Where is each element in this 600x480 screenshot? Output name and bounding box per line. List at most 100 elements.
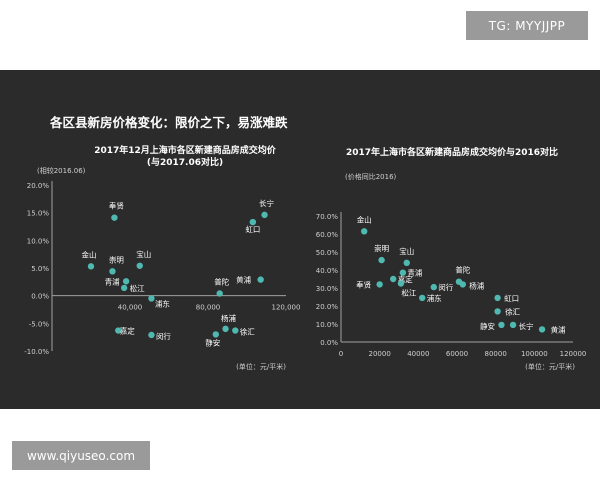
chart1-point bbox=[87, 263, 95, 270]
chart2-point-label: 崇明 bbox=[374, 244, 389, 253]
charts-canvas: 2017年12月上海市各区新建商品房成交均价(与2017.06对比) (相较201… bbox=[24, 144, 587, 371]
chart1-y-tick-label: 0.0% bbox=[31, 293, 49, 301]
chart2-point-label: 松江 bbox=[401, 288, 416, 298]
chart1-point bbox=[232, 327, 239, 334]
chart1-unit-note: (单位：元/平米) bbox=[236, 362, 286, 371]
slide-title: 各区县新房价格变化：限价之下，易涨难跌 bbox=[50, 115, 288, 130]
chart1-point bbox=[216, 290, 223, 297]
chart2-point bbox=[390, 275, 397, 283]
chart2-point-label: 闵行 bbox=[438, 282, 453, 292]
chart2-title: 2017年上海市各区新建商品房成交均价与2016对比 bbox=[346, 146, 558, 158]
chart1-title: 2017年12月上海市各区新建商品房成交均价 bbox=[94, 144, 277, 156]
chart2-x-tick-label: 80000 bbox=[485, 350, 507, 358]
chart2-point-label: 黄浦 bbox=[551, 324, 566, 334]
chart1-point-label: 闵行 bbox=[156, 331, 171, 341]
chart1-point-label: 浦东 bbox=[155, 298, 170, 308]
chart2-point bbox=[498, 321, 505, 329]
chart1-point-label: 金山 bbox=[82, 249, 97, 259]
chart1-point bbox=[122, 278, 130, 285]
chart2-x-tick-label: 0 bbox=[339, 350, 343, 358]
chart1-point-label: 青浦 bbox=[105, 276, 120, 286]
chart2-x-tick-label: 100000 bbox=[521, 350, 548, 358]
chart2-point bbox=[378, 256, 385, 264]
chart1-point-label: 静安 bbox=[205, 337, 220, 347]
chart1-x-tick-label: 80,000 bbox=[196, 304, 221, 312]
chart1-point-label: 松江 bbox=[130, 283, 145, 293]
chart2-point bbox=[459, 281, 466, 288]
chart2-x-tick-label: 120000 bbox=[560, 350, 587, 358]
chart2-point-label: 浦东 bbox=[427, 293, 442, 303]
chart1-point-label: 宝山 bbox=[136, 249, 151, 259]
chart1-x-tick-label: 40,000 bbox=[118, 304, 143, 312]
chart1-point bbox=[261, 211, 268, 219]
chart2-point-label: 金山 bbox=[357, 214, 372, 224]
chart1-point-label: 长宁 bbox=[259, 198, 274, 208]
chart2-point-label: 虹口 bbox=[504, 294, 519, 303]
chart1-point bbox=[148, 331, 155, 339]
chart1-point bbox=[115, 327, 122, 334]
chart2-unit-note: (单位：元/平米) bbox=[525, 362, 575, 371]
chart1-point-label: 虹口 bbox=[245, 225, 260, 234]
chart1-point-label: 崇明 bbox=[109, 255, 124, 264]
chart1-y-tick-label: 10.0% bbox=[27, 237, 50, 245]
chart1-point-label: 嘉定 bbox=[120, 326, 135, 336]
chart2-x-tick-label: 40000 bbox=[407, 350, 429, 358]
chart1-point bbox=[212, 331, 219, 338]
chart1-y-tick-label: -5.0% bbox=[29, 320, 50, 328]
chart1-point bbox=[111, 214, 118, 221]
chart2-point-label: 静安 bbox=[480, 321, 495, 331]
chart2-point-label: 嘉定 bbox=[398, 274, 413, 284]
chart2-point-label: 杨浦 bbox=[469, 280, 484, 290]
chart2-x-tick-label: 60000 bbox=[446, 350, 468, 358]
chart2-point bbox=[361, 228, 368, 235]
chart1-point-label: 黄浦 bbox=[236, 275, 251, 285]
chart2-y-tick-label: 10.0% bbox=[316, 321, 339, 329]
chart1-point-label: 徐汇 bbox=[240, 327, 255, 337]
chart1-subtitle: (与2017.06对比) bbox=[147, 156, 223, 168]
chart1-point bbox=[120, 284, 128, 292]
chart2-point bbox=[419, 294, 426, 302]
chart1-point bbox=[109, 268, 116, 275]
chart1-y-tick-label: 5.0% bbox=[31, 265, 49, 273]
chart1-point bbox=[222, 325, 229, 333]
chart2-y-tick-label: 0.0% bbox=[320, 339, 338, 347]
chart2-point-label: 宝山 bbox=[399, 246, 414, 256]
chart2-y-tick-label: 50.0% bbox=[316, 249, 339, 257]
chart2-point bbox=[430, 283, 437, 291]
chart1-x-tick-label: 120,000 bbox=[272, 304, 301, 312]
chart1-y-tick-label: 20.0% bbox=[27, 182, 50, 190]
chart1-y-tick-label: 15.0% bbox=[27, 210, 50, 218]
chart2-ylabel: (价格同比2016) bbox=[345, 172, 397, 181]
watermark-top: TG: MYYJJPP bbox=[466, 11, 588, 40]
chart2-point bbox=[399, 269, 407, 276]
chart1-ylabel: (相较2016.06) bbox=[37, 166, 86, 175]
chart2-y-tick-label: 60.0% bbox=[316, 231, 339, 239]
watermark-bottom: www.qiyuseo.com bbox=[12, 441, 150, 470]
chart2-y-tick-label: 40.0% bbox=[316, 267, 339, 275]
chart2-point bbox=[494, 294, 501, 302]
chart2-point-label: 普陀 bbox=[455, 265, 470, 275]
chart2-y-tick-label: 30.0% bbox=[316, 285, 339, 293]
chart2-point-label: 奉贤 bbox=[356, 279, 371, 289]
chart1-y-tick-label: -10.0% bbox=[24, 348, 49, 356]
slide-panel: 各区县新房价格变化：限价之下，易涨难跌 2017年12月上海市各区新建商品房成交… bbox=[0, 70, 600, 409]
chart1-point-label: 奉贤 bbox=[109, 201, 124, 211]
chart2-point bbox=[403, 259, 410, 266]
chart2-point-label: 徐汇 bbox=[505, 306, 520, 316]
chart2-point bbox=[376, 281, 383, 288]
chart2-point bbox=[538, 326, 546, 333]
chart1-point bbox=[148, 295, 155, 302]
chart1-point bbox=[257, 276, 264, 283]
chart2-y-tick-label: 20.0% bbox=[316, 303, 339, 311]
chart2-point bbox=[509, 321, 517, 329]
chart2-point-label: 青浦 bbox=[407, 268, 422, 278]
chart2-point-label: 长宁 bbox=[519, 321, 534, 331]
chart2-point bbox=[397, 280, 405, 287]
chart1-point bbox=[136, 262, 143, 269]
chart1-point-label: 普陀 bbox=[214, 276, 229, 286]
chart2-y-tick-label: 70.0% bbox=[316, 213, 339, 221]
chart1-point-label: 杨浦 bbox=[221, 313, 236, 323]
chart2-point bbox=[494, 308, 501, 315]
chart1-point bbox=[249, 218, 257, 226]
chart2-x-tick-label: 20000 bbox=[369, 350, 391, 358]
